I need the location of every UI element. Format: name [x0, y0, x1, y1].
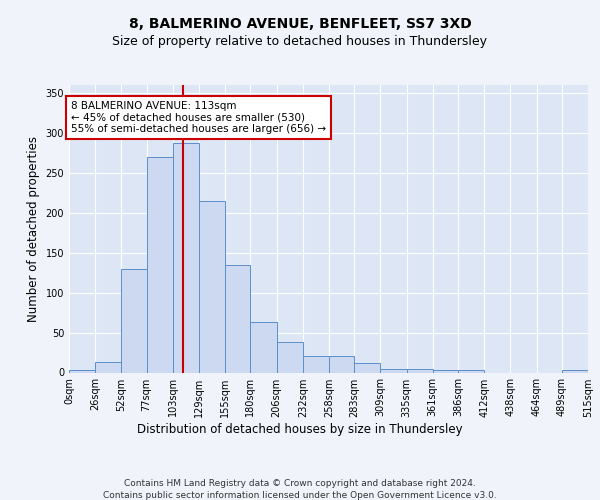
Text: Contains public sector information licensed under the Open Government Licence v3: Contains public sector information licen…	[103, 491, 497, 500]
Bar	[146, 157, 173, 372]
Bar	[354, 363, 380, 372]
Bar	[380, 370, 407, 372]
Text: 8 BALMERINO AVENUE: 113sqm
← 45% of detached houses are smaller (530)
55% of sem: 8 BALMERINO AVENUE: 113sqm ← 45% of deta…	[71, 101, 326, 134]
Bar	[329, 356, 354, 372]
Text: Contains HM Land Registry data © Crown copyright and database right 2024.: Contains HM Land Registry data © Crown c…	[124, 479, 476, 488]
Text: Size of property relative to detached houses in Thundersley: Size of property relative to detached ho…	[113, 35, 487, 48]
Bar	[433, 370, 458, 372]
Bar	[407, 368, 433, 372]
Bar	[121, 268, 146, 372]
Bar	[277, 342, 303, 372]
Bar	[225, 264, 250, 372]
Y-axis label: Number of detached properties: Number of detached properties	[27, 136, 40, 322]
Bar	[303, 356, 329, 372]
Bar	[199, 201, 225, 372]
Text: 8, BALMERINO AVENUE, BENFLEET, SS7 3XD: 8, BALMERINO AVENUE, BENFLEET, SS7 3XD	[128, 18, 472, 32]
Bar	[458, 370, 484, 372]
Bar	[250, 322, 277, 372]
Bar	[562, 370, 588, 372]
Bar	[173, 142, 199, 372]
Bar	[69, 370, 95, 372]
Text: Distribution of detached houses by size in Thundersley: Distribution of detached houses by size …	[137, 422, 463, 436]
Bar	[95, 362, 121, 372]
